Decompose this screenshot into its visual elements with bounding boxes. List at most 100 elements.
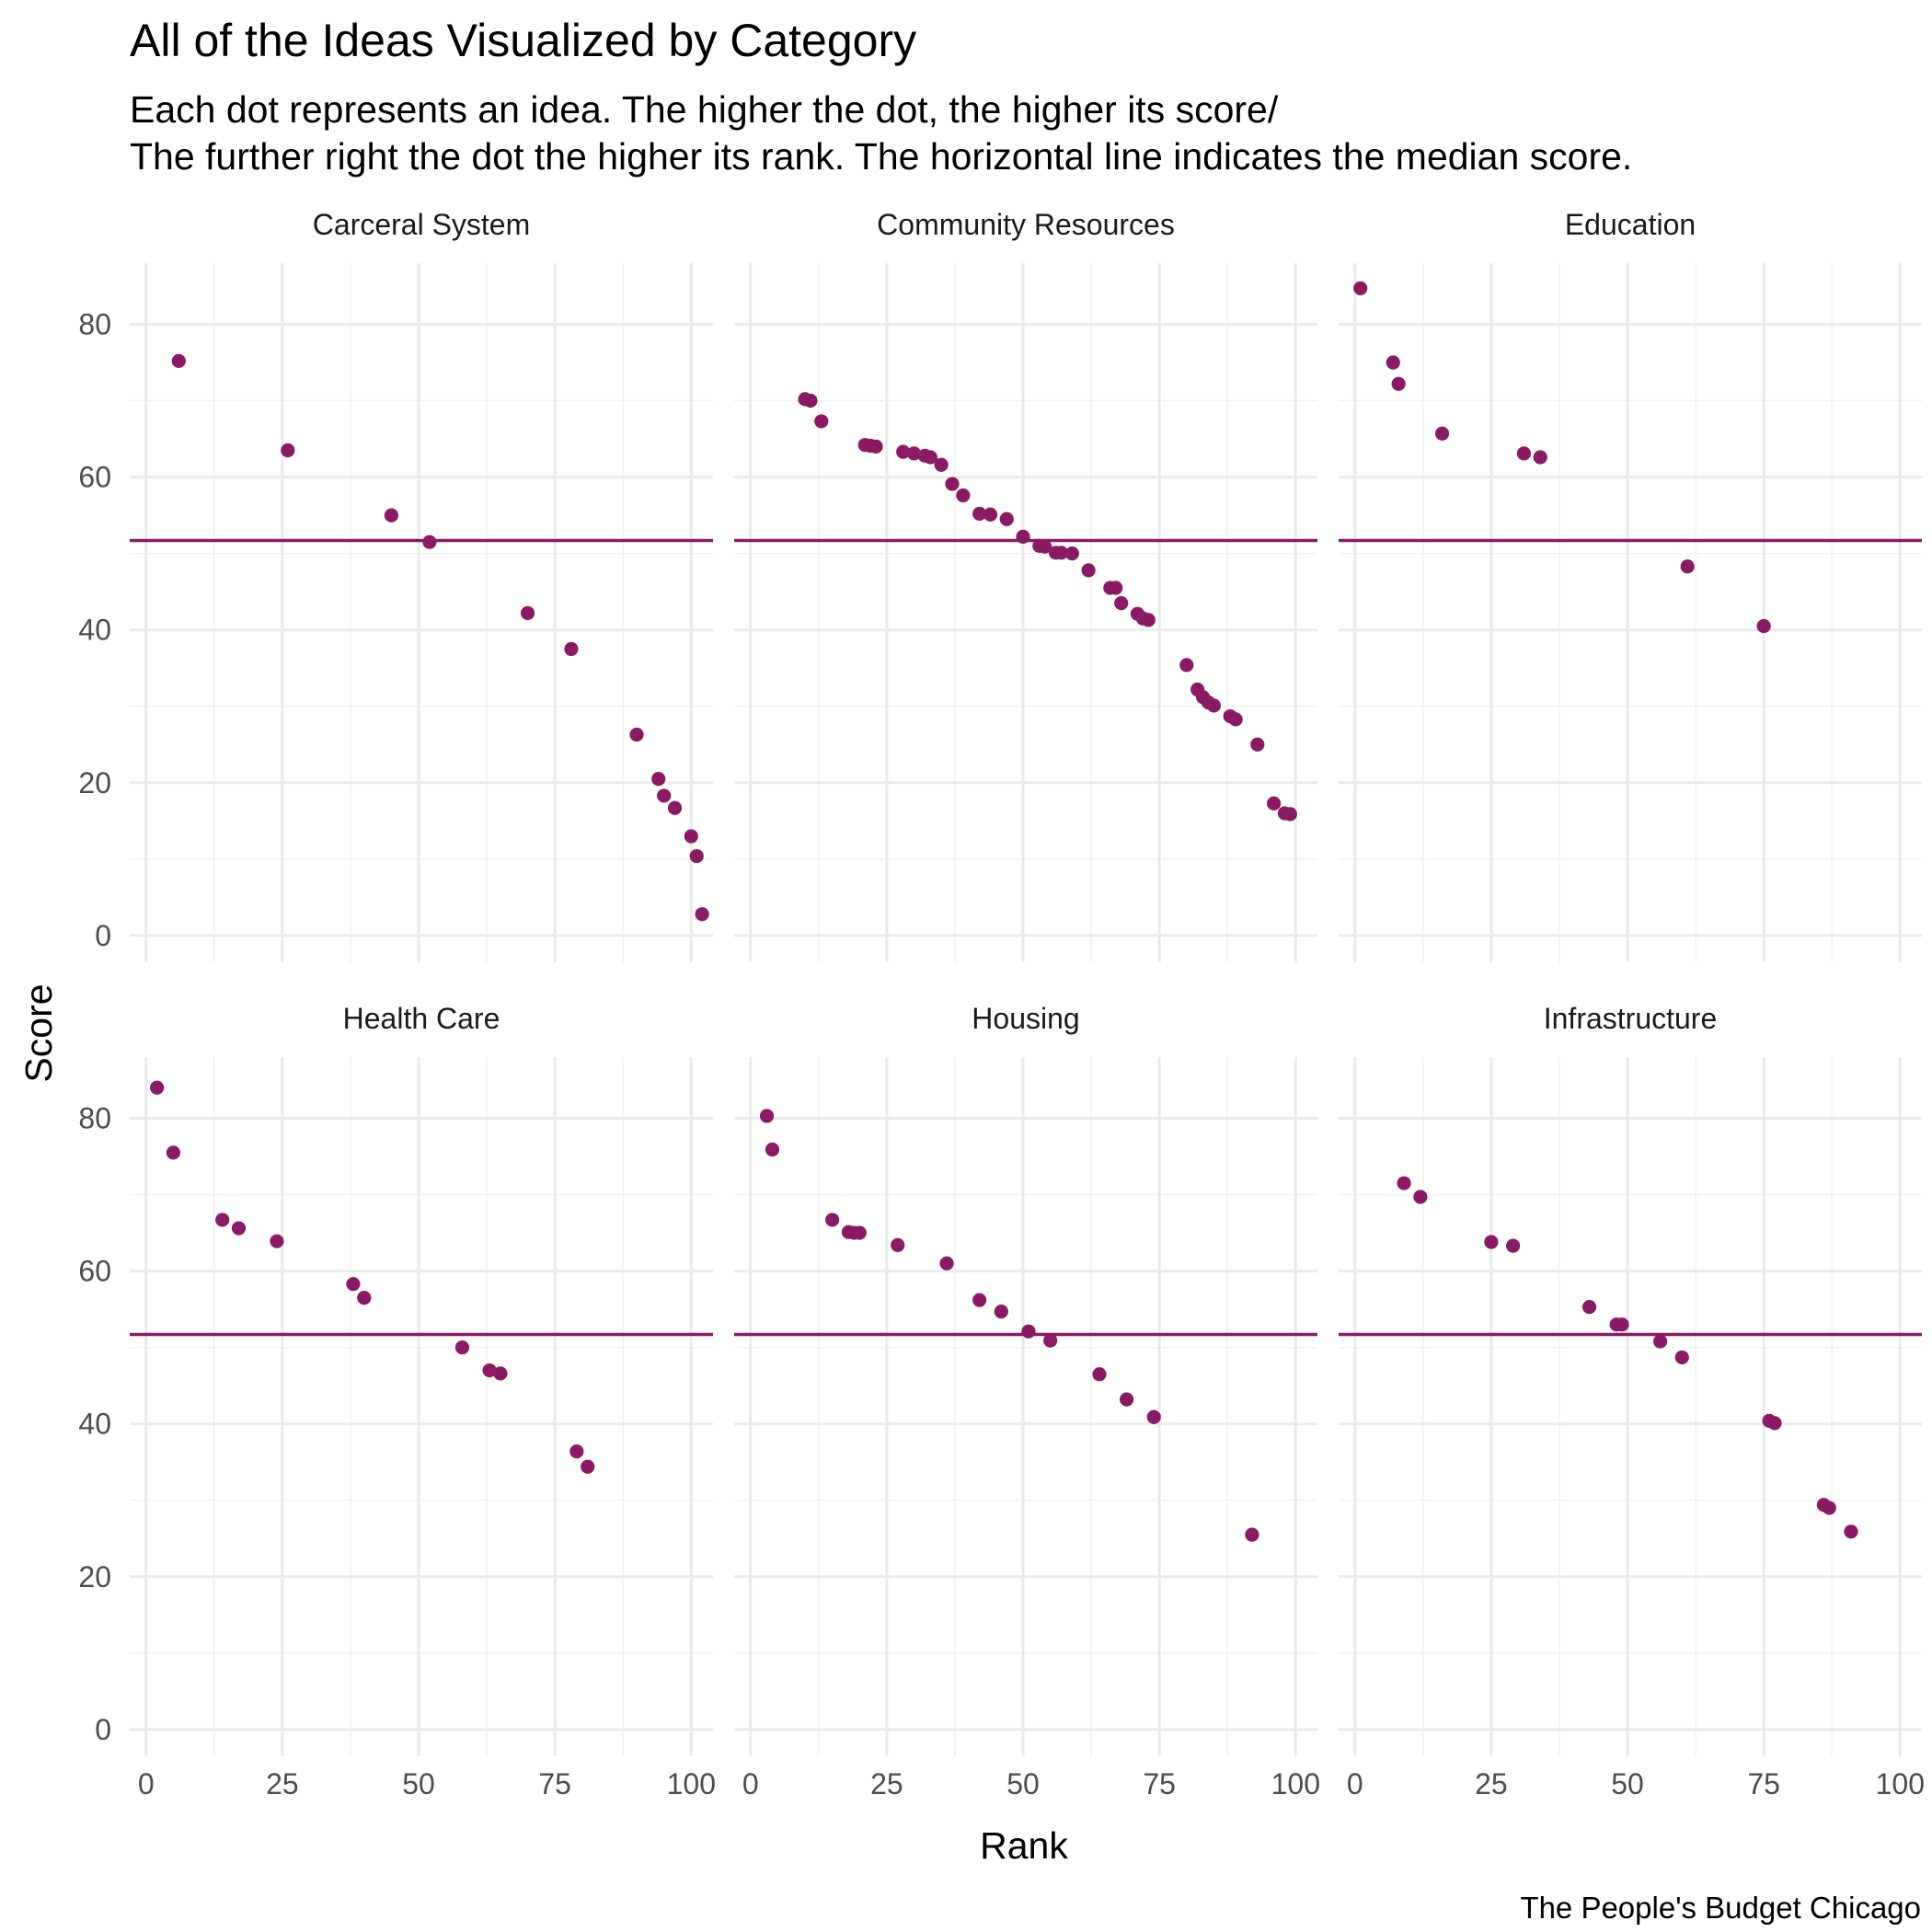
data-point (999, 512, 1014, 526)
x-tick-label: 0 (138, 1767, 155, 1800)
x-tick-label: 50 (402, 1767, 435, 1800)
data-point (923, 450, 937, 465)
data-point (1674, 1350, 1689, 1365)
y-tick-label: 80 (78, 1101, 111, 1134)
data-point (1179, 658, 1194, 673)
data-point (1397, 1176, 1411, 1190)
data-point (1434, 426, 1450, 441)
data-point (765, 1142, 780, 1157)
data-point (695, 907, 709, 922)
data-point (171, 353, 186, 368)
data-point (629, 727, 644, 742)
x-tick-label: 75 (1747, 1767, 1780, 1800)
x-tick-label: 75 (1143, 1767, 1176, 1800)
data-point (906, 446, 922, 461)
data-point (972, 1293, 987, 1307)
x-tick-label: 100 (1271, 1767, 1320, 1800)
chart-caption: The People's Budget Chicago (1520, 1891, 1921, 1925)
chart-title: All of the Ideas Visualized by Category (130, 15, 916, 66)
data-point (1266, 796, 1282, 811)
data-point (667, 800, 683, 815)
data-point (1250, 737, 1265, 752)
y-tick-label: 20 (78, 766, 111, 799)
data-point (1484, 1235, 1499, 1249)
data-point (1391, 376, 1406, 391)
data-point (759, 1109, 775, 1123)
panel-health-care: Health Care 0 20 40 60 80 0 25 50 75 100 (78, 1002, 716, 1800)
data-point (1767, 1416, 1782, 1431)
x-tick-label: 0 (1347, 1767, 1363, 1800)
panel-community-resources: Community Resources (734, 208, 1317, 962)
data-point (803, 393, 818, 408)
y-tick-label: 0 (95, 1713, 111, 1746)
data-point (1038, 539, 1052, 554)
x-tick-label: 25 (1475, 1767, 1508, 1800)
data-point (1413, 1190, 1428, 1204)
y-tick-label: 20 (78, 1560, 111, 1593)
data-point (1680, 559, 1695, 574)
data-point (994, 1304, 1008, 1319)
y-tick-label: 60 (78, 461, 111, 494)
panel-carceral-system: Carceral System 0 20 40 60 80 (78, 208, 713, 962)
facet-label: Health Care (343, 1002, 500, 1035)
data-point (1109, 581, 1123, 595)
data-point (945, 477, 960, 491)
data-point (852, 1225, 867, 1240)
data-point (1064, 546, 1079, 561)
data-point (520, 605, 535, 621)
panel-education: Education (1339, 208, 1922, 962)
facet-label: Community Resources (877, 208, 1175, 241)
data-point (1756, 618, 1771, 634)
data-point (581, 1459, 595, 1474)
chart-subtitle-line-1: Each dot represents an idea. The higher … (130, 88, 1279, 131)
data-point (166, 1145, 181, 1160)
data-point (891, 1237, 905, 1252)
x-tick-label: 100 (667, 1767, 716, 1800)
facet-panels: Carceral System 0 20 40 60 80 Community Resour… (78, 208, 1925, 1800)
data-point (346, 1277, 361, 1292)
data-point (422, 535, 437, 549)
y-tick-label: 80 (78, 307, 111, 340)
facet-label: Carceral System (313, 208, 531, 241)
data-point (1016, 529, 1030, 544)
data-point (657, 788, 672, 803)
facet-label: Infrastructure (1544, 1002, 1718, 1035)
data-point (983, 507, 998, 522)
data-point (1206, 698, 1222, 713)
panel-infrastructure: Infrastructure 0 25 50 75 100 (1339, 1002, 1925, 1800)
data-point (1822, 1501, 1836, 1515)
y-tick-label: 0 (95, 919, 111, 952)
data-point (384, 508, 399, 523)
data-point (1114, 596, 1129, 611)
data-point (564, 641, 579, 657)
data-point (1844, 1524, 1858, 1539)
data-point (972, 506, 987, 522)
data-point (939, 1256, 954, 1271)
data-point (1141, 613, 1156, 627)
x-tick-label: 25 (870, 1767, 903, 1800)
x-tick-label: 50 (1006, 1767, 1040, 1800)
data-point (1081, 563, 1096, 578)
data-point (1120, 1392, 1134, 1407)
x-tick-label: 0 (742, 1767, 759, 1800)
data-point (934, 457, 949, 472)
data-point (868, 439, 883, 454)
x-axis-title: Rank (980, 1824, 1068, 1867)
x-tick-label: 100 (1876, 1767, 1925, 1800)
data-point (281, 443, 295, 458)
data-point (493, 1366, 508, 1381)
data-point (215, 1213, 230, 1227)
chart-subtitle-line-2: The further right the dot the higher its… (130, 135, 1632, 178)
data-point (1615, 1317, 1629, 1332)
y-tick-label: 40 (78, 1408, 111, 1441)
data-point (482, 1363, 497, 1378)
data-point (896, 444, 911, 459)
data-point (1353, 281, 1368, 296)
data-point (1146, 1409, 1161, 1424)
data-point (1021, 1324, 1036, 1339)
data-point (689, 848, 704, 864)
data-point (825, 1213, 840, 1227)
data-point (1386, 355, 1400, 370)
data-point (1228, 712, 1243, 727)
